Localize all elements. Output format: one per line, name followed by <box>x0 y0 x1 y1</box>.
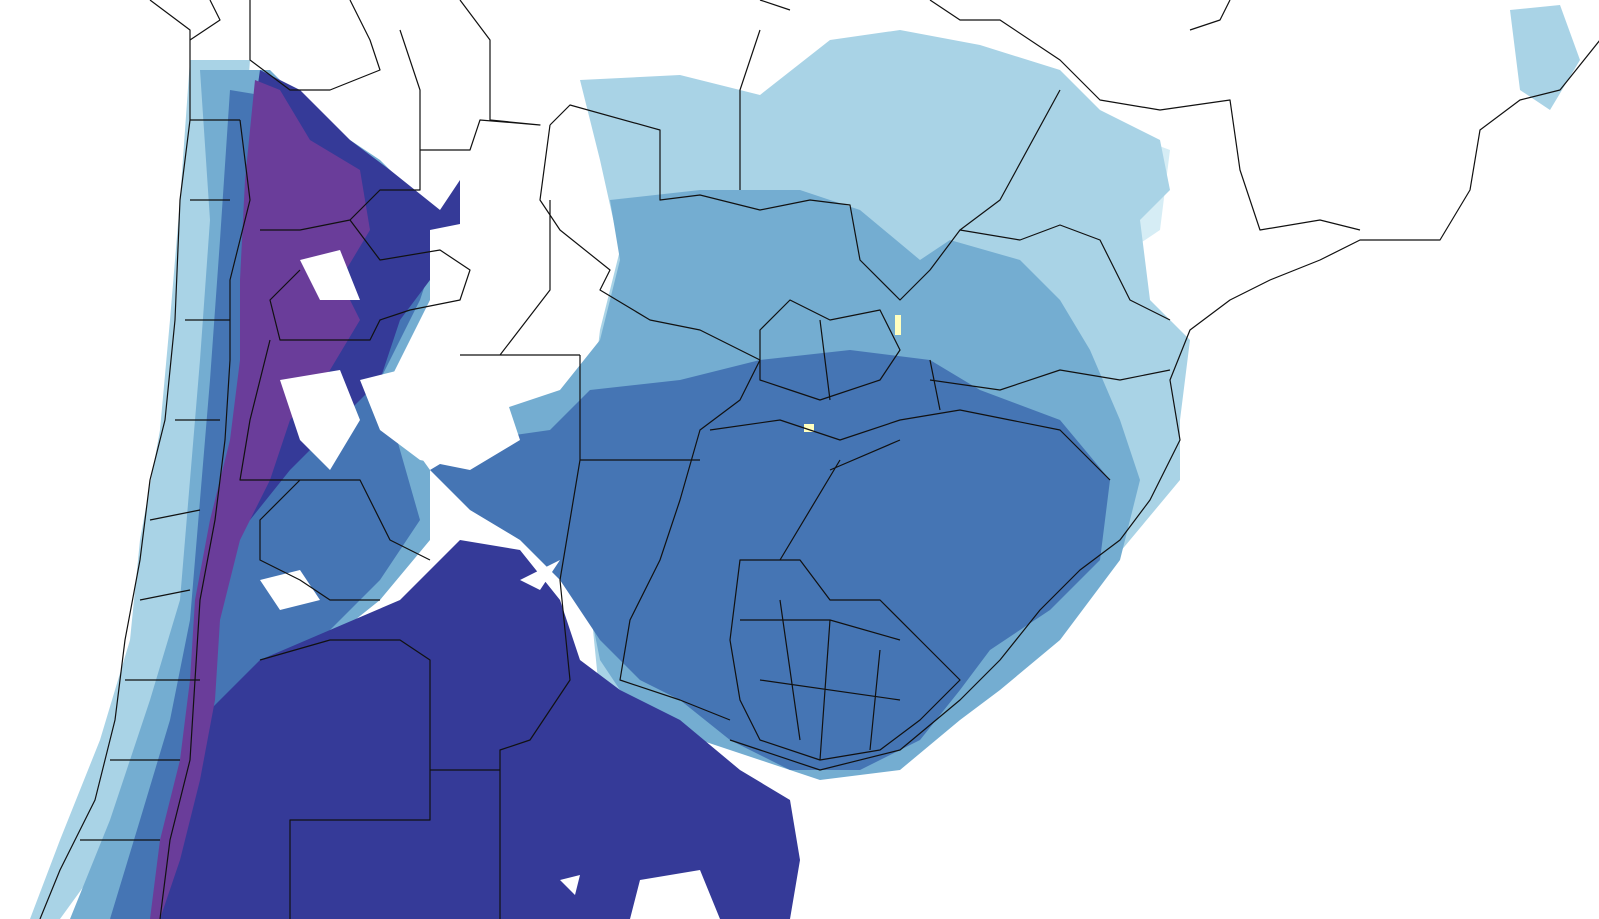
field-light-west <box>30 60 250 919</box>
border <box>539 124 761 721</box>
speck <box>804 424 814 432</box>
border <box>549 104 1171 321</box>
field-light <box>1510 5 1580 110</box>
border <box>729 559 961 761</box>
speck <box>895 315 901 335</box>
border <box>759 299 901 401</box>
border <box>159 119 251 919</box>
coastline <box>729 40 1599 771</box>
border <box>80 0 240 841</box>
border <box>460 200 700 919</box>
border <box>239 0 541 601</box>
border <box>739 0 1361 231</box>
border <box>929 359 1171 411</box>
boundaries <box>39 0 1599 919</box>
gap <box>260 220 720 919</box>
border <box>709 409 1111 561</box>
field-heavy <box>150 540 800 919</box>
border <box>740 599 901 761</box>
border <box>259 639 500 919</box>
